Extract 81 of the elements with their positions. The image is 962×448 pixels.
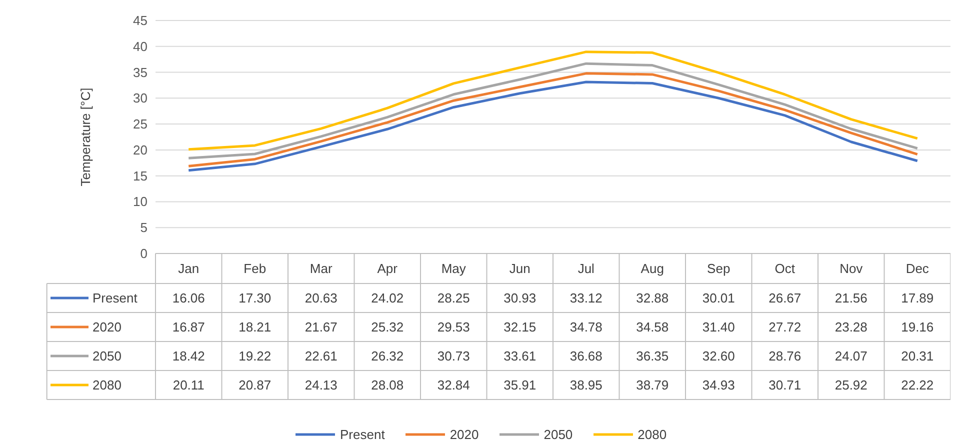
data-label: 20.11 <box>172 378 204 392</box>
data-label: 30.93 <box>504 290 536 306</box>
x-tick-label: Dec <box>906 261 930 276</box>
data-label: 18.42 <box>172 348 205 364</box>
y-tick-label: 10 <box>133 194 148 210</box>
data-label: 31.40 <box>702 320 735 334</box>
x-tick-label: Oct <box>774 261 796 276</box>
data-label: 22.22 <box>901 378 934 392</box>
data-label: 32.60 <box>702 348 735 364</box>
x-tick-label: Jan <box>178 261 200 276</box>
data-label: 16.06 <box>172 290 205 306</box>
data-label: 25.32 <box>371 320 404 334</box>
x-tick-label: May <box>441 261 466 276</box>
legend-label: Present <box>92 290 138 306</box>
data-label: 30.71 <box>768 378 802 392</box>
x-tick-label: Jul <box>578 261 595 276</box>
legend-label: 2020 <box>92 320 122 334</box>
data-label: 34.58 <box>636 320 669 334</box>
data-label: 36.35 <box>636 348 669 364</box>
y-tick-label: 35 <box>133 64 148 80</box>
data-label: 20.87 <box>238 378 272 392</box>
line-series <box>187 50 919 151</box>
data-label: 28.25 <box>437 290 470 306</box>
data-label: 21.56 <box>834 290 868 306</box>
data-label: 24.07 <box>834 348 868 364</box>
data-label: 30.01 <box>702 290 735 306</box>
y-axis-title: Temperature [°C] <box>78 88 93 186</box>
y-tick-label: 15 <box>133 168 148 184</box>
data-label: 19.22 <box>238 348 272 364</box>
data-label: 29.53 <box>437 320 470 334</box>
data-label: 24.13 <box>304 378 338 392</box>
y-tick-label: 30 <box>133 90 148 106</box>
data-label: 26.32 <box>371 348 404 364</box>
line-series <box>187 62 919 160</box>
x-tick-label: Feb <box>244 261 266 276</box>
data-label: 24.02 <box>371 290 404 306</box>
data-label: 16.87 <box>172 320 205 334</box>
x-tick-label: Jun <box>509 261 530 276</box>
y-tick-label: 40 <box>133 38 148 54</box>
x-tick-label: Nov <box>840 261 864 276</box>
data-label: 34.78 <box>570 320 602 334</box>
text: Present <box>340 426 385 442</box>
data-label: 27.72 <box>768 320 802 334</box>
data-label: 19.16 <box>901 320 934 334</box>
y-tick-label: 20 <box>133 142 148 158</box>
data-label: 28.76 <box>768 348 802 364</box>
x-tick-label: Sep <box>707 261 730 276</box>
data-label: 30.73 <box>437 348 470 364</box>
data-label: 25.92 <box>834 378 868 392</box>
y-tick-label: 25 <box>133 116 148 132</box>
data-label: 20.31 <box>901 348 934 364</box>
y-tick-label: 5 <box>140 220 148 236</box>
data-label: 23.28 <box>834 320 868 334</box>
text: 2050 <box>544 426 573 442</box>
data-label: 32.84 <box>437 378 470 392</box>
data-label: 18.21 <box>238 320 272 334</box>
data-label: 38.95 <box>570 378 602 392</box>
data-label: 34.93 <box>702 378 735 392</box>
data-label: 22.61 <box>304 348 338 364</box>
data-label: 35.91 <box>504 378 536 392</box>
data-label: 26.67 <box>768 290 802 306</box>
data-label: 17.89 <box>901 290 934 306</box>
y-tick-label: 45 <box>133 13 148 28</box>
data-label: 36.68 <box>570 348 602 364</box>
data-label: 20.63 <box>304 290 338 306</box>
text: 2080 <box>638 426 667 442</box>
legend-label: 2080 <box>92 378 122 392</box>
x-tick-label: Apr <box>377 261 398 276</box>
legend-label: 2050 <box>92 348 122 364</box>
data-label: 21.67 <box>304 320 338 334</box>
data-label: 32.15 <box>504 320 536 334</box>
x-tick-label: Mar <box>310 261 333 276</box>
data-label: 17.30 <box>238 290 272 306</box>
data-label: 33.61 <box>504 348 536 364</box>
text: 2020 <box>450 426 479 442</box>
data-label: 28.08 <box>371 378 404 392</box>
x-tick-label: Aug <box>640 261 664 276</box>
data-label: 32.88 <box>636 290 669 306</box>
y-tick-label: 0 <box>140 246 148 261</box>
data-label: 33.12 <box>570 290 602 306</box>
data-label: 38.79 <box>636 378 669 392</box>
